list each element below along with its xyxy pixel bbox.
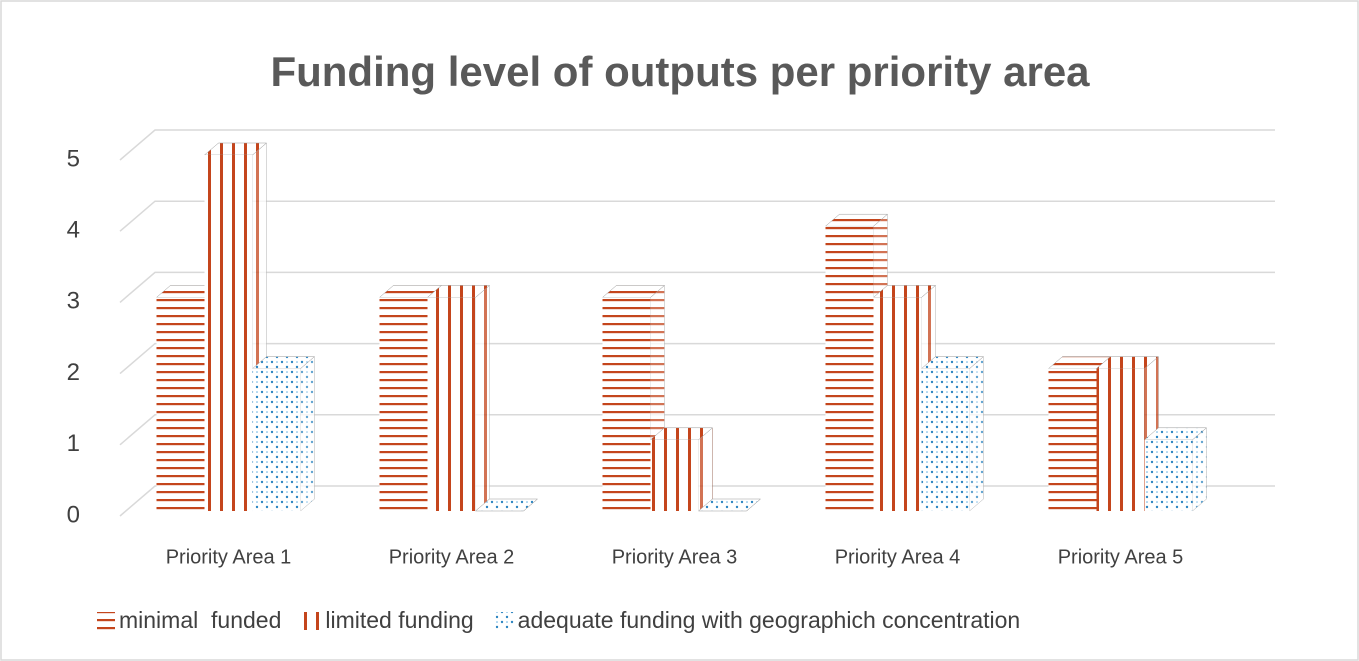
bar: [649, 427, 714, 512]
bar: [650, 439, 699, 511]
y-tick-label: 0: [67, 501, 80, 528]
bar: [427, 297, 476, 511]
bar: [921, 368, 970, 511]
y-tick-label: 2: [67, 359, 80, 386]
y-tick-label: 5: [67, 145, 80, 172]
bar-side: [698, 427, 713, 512]
legend-swatch: [303, 612, 322, 630]
bar: [252, 368, 301, 511]
bar-side: [475, 284, 490, 512]
x-tick-label: Priority Area 1: [166, 546, 292, 568]
bar-side: [1192, 427, 1207, 512]
legend-label: limited funding: [325, 607, 473, 633]
y-tick-label: 3: [67, 288, 80, 315]
y-tick-label: 1: [67, 430, 80, 457]
bar: [474, 498, 539, 512]
bar: [156, 297, 205, 511]
bar: [379, 297, 428, 511]
chart-title: Funding level of outputs per priority ar…: [270, 48, 1090, 95]
grid-line: [119, 200, 1275, 232]
bar: [251, 356, 316, 512]
x-tick-label: Priority Area 5: [1058, 546, 1184, 568]
bar-top: [474, 498, 539, 512]
bar: [204, 155, 253, 511]
legend-swatch: [97, 612, 115, 630]
bar: [920, 356, 985, 512]
legend-label: minimal funded: [119, 607, 281, 633]
bar: [825, 226, 874, 511]
bar: [1144, 439, 1193, 511]
bar: [602, 297, 651, 511]
legend-label: adequate funding with geographich concen…: [518, 607, 1021, 633]
legend-swatch: [495, 612, 514, 630]
x-tick-label: Priority Area 4: [835, 546, 961, 568]
bar: [873, 297, 922, 511]
bar: [1048, 368, 1097, 511]
bar: [426, 284, 491, 512]
bar-side: [300, 356, 315, 512]
bar: [1096, 368, 1145, 511]
bar: [1143, 427, 1208, 512]
grid-line: [119, 271, 1275, 303]
grid-line: [119, 129, 1275, 161]
bar: [697, 498, 762, 512]
x-tick-label: Priority Area 3: [612, 546, 738, 568]
y-tick-label: 4: [67, 217, 80, 244]
bar-side: [969, 356, 984, 512]
bar-top: [697, 498, 762, 512]
x-tick-label: Priority Area 2: [389, 546, 515, 568]
